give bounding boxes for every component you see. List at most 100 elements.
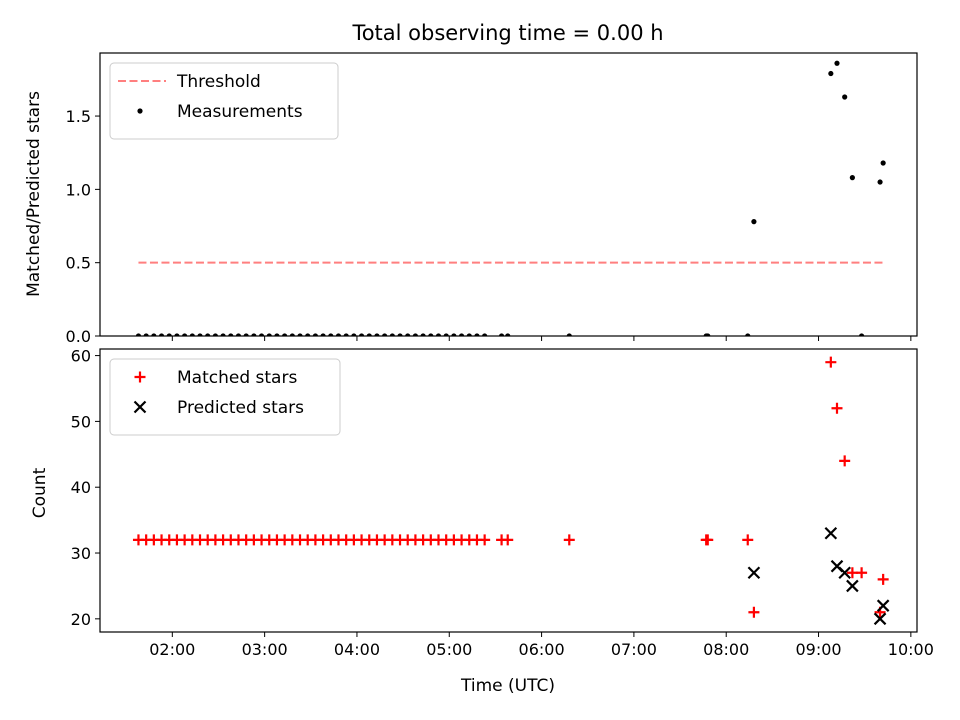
predicted-star-point <box>824 527 838 540</box>
measurement-point <box>220 333 226 336</box>
top-panel: 0.0 0.5 1.0 1.5 Threshold Measurements <box>66 52 918 346</box>
chart-title: Total observing time = 0.00 h <box>351 21 663 45</box>
matched-star-point <box>825 356 837 368</box>
measurement-point <box>397 333 403 336</box>
axes-frame <box>99 52 918 337</box>
x-tick-label: 04:00 <box>334 640 380 659</box>
matched-star-point <box>748 606 760 618</box>
series-layer <box>132 356 890 626</box>
matched-star-point <box>831 402 843 414</box>
measurement-point <box>212 333 218 336</box>
measurement-point <box>343 333 349 336</box>
y-tick-label: 20 <box>71 610 91 629</box>
predicted-star-point <box>846 579 859 593</box>
predicted-star-point <box>838 566 851 580</box>
matched-star-point <box>877 573 889 585</box>
measurement-point <box>466 333 472 336</box>
legend-label: Threshold <box>176 72 261 92</box>
measurement-point <box>258 333 265 336</box>
matched-star-point <box>134 371 146 383</box>
legend-box <box>109 62 339 140</box>
measurement-point <box>859 333 865 336</box>
measurement-point <box>451 333 457 336</box>
measurement-point <box>182 333 188 336</box>
measurement-point <box>312 333 319 336</box>
measurement-point <box>435 333 442 336</box>
measurement-point <box>405 333 411 336</box>
measurement-point <box>482 333 488 336</box>
measurement-point <box>458 333 465 336</box>
measurement-point <box>566 333 572 336</box>
x-tick-label: 08:00 <box>703 640 749 659</box>
measurement-point <box>705 333 711 336</box>
predicted-star-point <box>747 566 761 580</box>
y-tick-label: 40 <box>71 478 91 497</box>
measurement-point <box>849 175 855 181</box>
measurement-point <box>174 333 180 336</box>
measurement-point <box>251 333 257 336</box>
matched-star-point <box>702 534 714 546</box>
x-tick-label: 02:00 <box>149 640 195 659</box>
x-tick-label: 10:00 <box>888 640 934 659</box>
x-tick-label: 03:00 <box>242 640 288 659</box>
measurement-point <box>297 333 303 336</box>
measurement-point <box>751 219 757 225</box>
measurement-point <box>135 333 142 336</box>
measurement-point <box>266 333 272 336</box>
measurement-point <box>243 333 249 336</box>
x-tick-label: 09:00 <box>795 640 841 659</box>
y-tick-label: 60 <box>71 347 91 366</box>
x-tick-label: 06:00 <box>519 640 565 659</box>
x-axis-label: Time (UTC) <box>460 676 555 696</box>
measurement-point <box>282 333 288 336</box>
matched-star-point <box>846 567 858 579</box>
measurement-point <box>305 333 311 336</box>
measurement-point <box>335 333 342 336</box>
predicted-star-point <box>133 400 147 414</box>
measurement-point <box>374 333 380 336</box>
matched-star-point <box>479 534 491 546</box>
measurement-point <box>420 333 426 336</box>
measurement-point <box>880 160 886 166</box>
measurement-point <box>143 333 149 336</box>
measurement-point <box>745 333 751 336</box>
series-layer <box>135 60 886 336</box>
legend-label: Predicted stars <box>177 398 304 418</box>
axes-frame <box>99 348 918 633</box>
measurement-point <box>842 94 848 100</box>
bottom-y-axis-label: Count <box>30 467 50 518</box>
measurement-point <box>320 333 326 336</box>
measurement-point <box>205 333 211 336</box>
y-tick-label: 50 <box>71 412 91 431</box>
matched-star-point <box>502 534 514 546</box>
x-tick-label: 05:00 <box>426 640 472 659</box>
measurement-point <box>166 333 172 336</box>
measurement-point <box>137 108 143 114</box>
measurement-point <box>358 333 365 336</box>
predicted-star-point <box>873 612 887 626</box>
top-y-axis-label: Matched/Predicted stars <box>24 91 44 297</box>
measurement-point <box>443 333 449 336</box>
legend-label: Matched stars <box>177 368 297 388</box>
measurement-point <box>158 333 165 336</box>
measurement-point <box>151 333 157 336</box>
measurement-point <box>228 333 234 336</box>
y-tick-label: 1.0 <box>66 180 91 199</box>
matched-star-point <box>839 455 851 467</box>
measurement-point <box>474 333 480 336</box>
y-tick-label: 30 <box>71 544 91 563</box>
matched-star-point <box>742 534 754 546</box>
legend-box <box>109 358 341 436</box>
measurement-point <box>235 333 242 336</box>
legend-label: Measurements <box>177 102 303 122</box>
measurement-point <box>382 333 388 336</box>
measurement-point <box>505 333 511 336</box>
measurement-point <box>828 70 834 77</box>
measurement-point <box>328 333 334 336</box>
measurement-point <box>366 333 372 336</box>
measurement-point <box>412 333 419 336</box>
matched-star-point <box>563 534 575 546</box>
measurement-point <box>189 333 195 336</box>
measurement-point <box>428 333 434 336</box>
